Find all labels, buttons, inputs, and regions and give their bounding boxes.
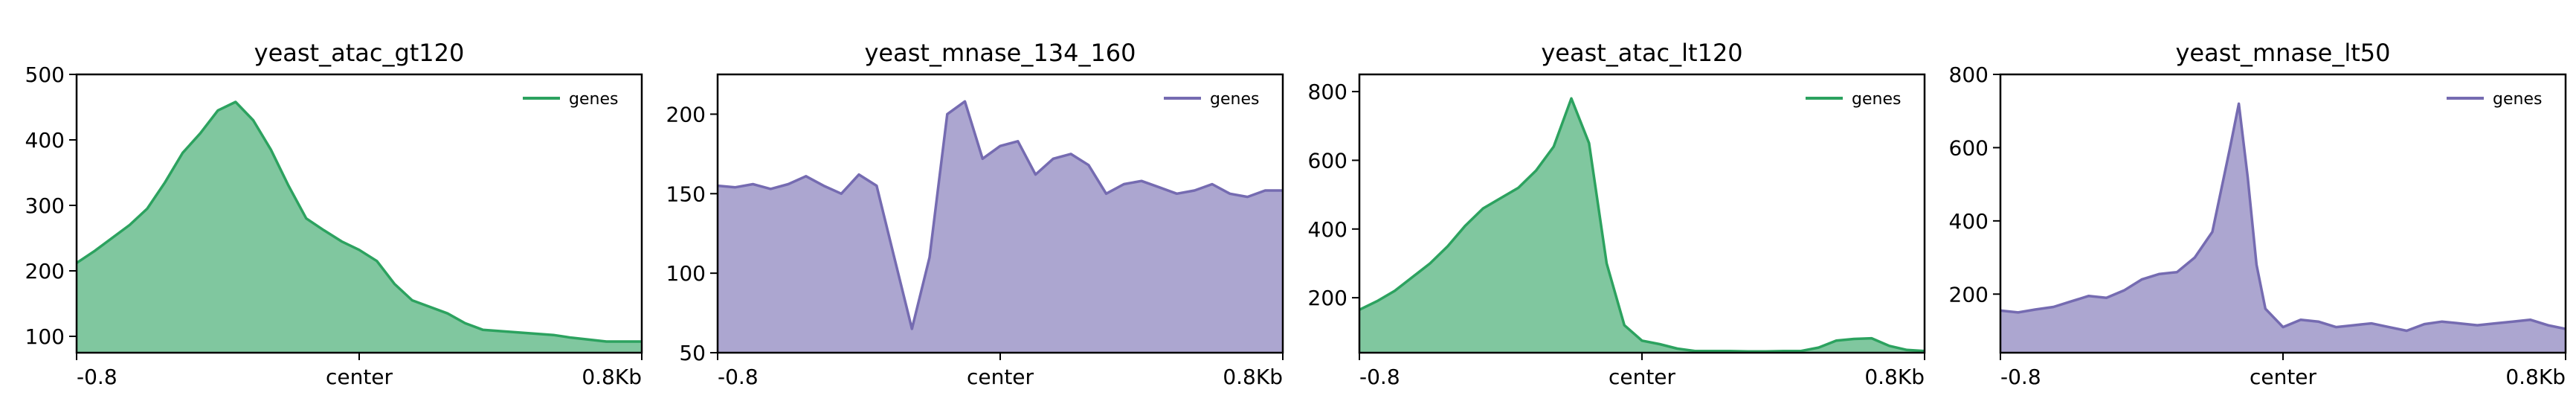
legend-label: genes <box>569 90 618 109</box>
x-tick-label: -0.8 <box>77 365 117 389</box>
series-area <box>718 101 1283 353</box>
y-tick-label: 400 <box>1949 209 1989 234</box>
y-tick-label: 100 <box>666 261 706 286</box>
chart-title: yeast_atac_gt120 <box>254 39 465 67</box>
series-line <box>2000 102 2566 333</box>
legend-label: genes <box>2493 90 2542 109</box>
x-tick-label: 0.8Kb <box>1223 365 1283 389</box>
y-tick-label: 200 <box>25 259 65 284</box>
y-tick-label: 150 <box>666 182 706 206</box>
y-tick-label: 600 <box>1308 148 1347 173</box>
x-tick-label: -0.8 <box>718 365 759 389</box>
x-tick-label: 0.8Kb <box>1864 365 1925 389</box>
x-tick-label: center <box>1609 365 1676 389</box>
chart-title: yeast_mnase_lt50 <box>2175 39 2390 67</box>
y-tick-label: 800 <box>1949 63 1989 87</box>
y-tick-label: 50 <box>679 341 706 365</box>
chart-title: yeast_atac_lt120 <box>1541 39 1742 67</box>
x-tick-label: 0.8Kb <box>582 365 642 389</box>
x-tick-label: -0.8 <box>2000 365 2041 389</box>
y-tick-label: 400 <box>1308 217 1347 242</box>
series-line <box>1359 97 1925 353</box>
legend-label: genes <box>1210 90 1259 109</box>
y-tick-label: 800 <box>1308 80 1347 104</box>
x-tick-label: center <box>2250 365 2317 389</box>
x-tick-label: center <box>326 365 393 389</box>
series-line <box>717 100 1283 330</box>
x-tick-label: 0.8Kb <box>2505 365 2566 389</box>
series-area <box>1359 98 1925 353</box>
y-tick-label: 400 <box>25 128 65 153</box>
series-line <box>76 100 642 343</box>
y-tick-label: 100 <box>25 324 65 349</box>
x-tick-label: center <box>967 365 1034 389</box>
y-tick-label: 200 <box>1949 282 1989 307</box>
chart-title: yeast_mnase_134_160 <box>864 39 1136 67</box>
y-tick-label: 200 <box>1308 286 1347 310</box>
x-tick-label: -0.8 <box>1359 365 1400 389</box>
legend-label: genes <box>1852 90 1901 109</box>
y-tick-label: 500 <box>25 63 65 87</box>
y-tick-label: 300 <box>25 193 65 218</box>
y-tick-label: 600 <box>1949 135 1989 160</box>
y-tick-label: 200 <box>666 102 706 126</box>
series-area <box>2000 103 2566 353</box>
series-area <box>77 102 642 353</box>
